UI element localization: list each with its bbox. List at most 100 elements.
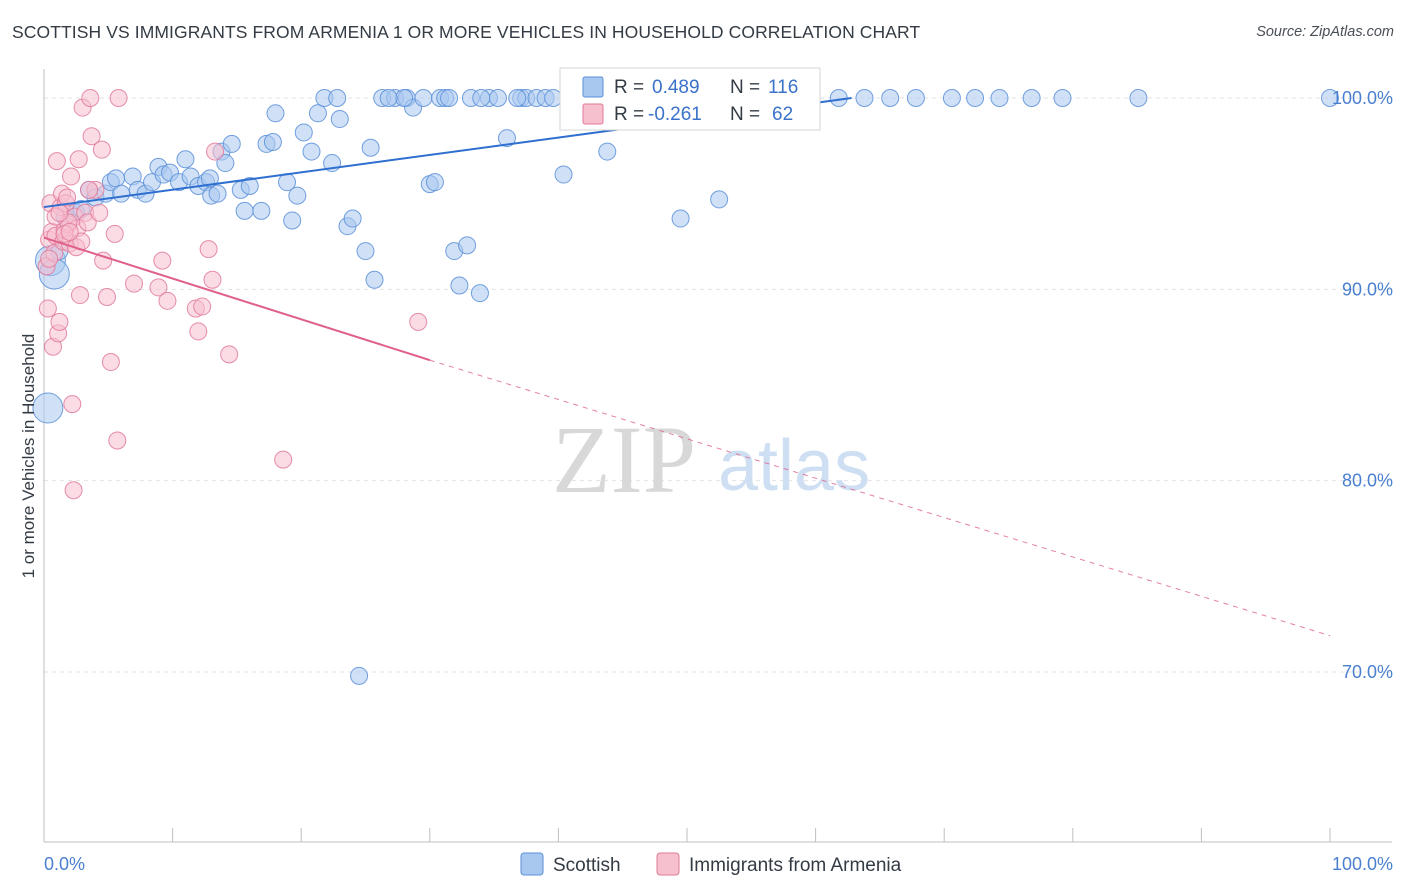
armenia-point — [409, 312, 428, 331]
legend-r-label-scottish: R = — [614, 77, 644, 98]
scottish-point — [855, 89, 874, 107]
scottish-point — [554, 165, 573, 184]
armenia-point — [62, 167, 81, 186]
scottish-point — [330, 110, 349, 129]
armenia-point — [78, 213, 97, 232]
scottish-point — [508, 89, 527, 107]
x-tick-label: 100.0% — [1332, 854, 1393, 874]
scottish-point — [598, 142, 617, 161]
legend-swatch-scottish — [582, 76, 604, 98]
scottish-point — [1321, 89, 1339, 107]
armenia-point — [108, 431, 127, 450]
scottish-point — [1053, 89, 1072, 107]
scottish-point — [990, 89, 1009, 107]
bottom-legend-label-armenia: Immigrants from Armenia — [689, 855, 902, 876]
scottish-point — [208, 184, 227, 203]
armenia-point — [101, 353, 120, 372]
armenia-point — [274, 450, 293, 469]
armenia-point — [149, 278, 168, 297]
scottish-point — [302, 142, 321, 161]
scottish-point — [395, 89, 414, 107]
armenia-point — [40, 249, 59, 268]
scottish-point — [235, 201, 254, 220]
chart-title: SCOTTISH VS IMMIGRANTS FROM ARMENIA 1 OR… — [12, 22, 921, 42]
scottish-point — [710, 190, 729, 209]
armenia-point — [71, 286, 90, 305]
scottish-point — [544, 89, 563, 107]
armenia-point — [69, 150, 88, 169]
armenia-point — [220, 345, 239, 364]
armenia-point — [105, 224, 124, 243]
bottom-legend-label-scottish: Scottish — [553, 855, 621, 876]
bottom-legend-swatch-scottish — [520, 852, 544, 876]
scottish-point — [450, 276, 469, 295]
scottish-point — [356, 242, 375, 261]
armenia-point — [98, 287, 117, 306]
scottish-point — [671, 209, 690, 228]
armenia-point — [47, 152, 66, 171]
bottom-legend: Scottish Immigrants from Armenia — [520, 852, 902, 876]
y-tick-label: 80.0% — [1342, 471, 1393, 491]
scottish-point — [458, 236, 477, 255]
armenia-point — [80, 180, 99, 199]
legend-n-value-scottish: 116 — [768, 77, 798, 98]
scottish-point — [350, 666, 369, 685]
armenia-point — [158, 291, 177, 310]
scottish-point — [283, 211, 302, 230]
stats-legend: R = 0.489 N = 116 R = -0.261 N = 62 — [559, 67, 821, 131]
legend-n-label-scottish: N = — [730, 77, 760, 98]
armenia-point — [58, 188, 77, 207]
scottish-point — [112, 184, 131, 203]
scottish-point — [966, 89, 985, 107]
armenia-point — [60, 222, 79, 241]
armenia-point — [92, 140, 111, 159]
legend-r-value-armenia: -0.261 — [648, 104, 702, 125]
scottish-point — [425, 173, 444, 192]
scottish-point — [308, 104, 327, 123]
y-tick-label: 90.0% — [1342, 279, 1393, 299]
scottish-point — [472, 89, 491, 107]
scottish-point — [176, 150, 195, 169]
bottom-legend-swatch-armenia — [656, 852, 680, 876]
x-tick-label: 0.0% — [44, 854, 85, 874]
scottish-point — [379, 89, 398, 107]
armenia-point — [90, 203, 109, 222]
scottish-point — [361, 138, 380, 157]
scottish-point — [488, 89, 507, 107]
armenia-point — [193, 297, 212, 316]
legend-swatch-armenia — [582, 103, 604, 125]
y-tick-labels: 100.0% 90.0% 80.0% 70.0% — [1332, 88, 1393, 682]
armenia-point — [38, 299, 57, 318]
armenia-point — [203, 270, 222, 289]
armenia-point — [50, 312, 69, 331]
armenia-points — [37, 89, 428, 500]
scottish-point — [222, 134, 241, 153]
watermark-atlas: atlas — [718, 426, 870, 506]
scottish-points — [32, 89, 1339, 685]
armenia-point — [153, 251, 172, 270]
armenia-trend-extension — [429, 359, 1331, 637]
scottish-point — [497, 129, 516, 148]
scottish-point — [294, 123, 313, 142]
scottish-point — [906, 89, 925, 107]
scottish-point — [440, 89, 459, 107]
y-tick-label: 70.0% — [1342, 662, 1393, 682]
scottish-point — [343, 209, 362, 228]
scottish-point — [328, 89, 347, 107]
scottish-point — [365, 270, 384, 289]
axes — [43, 69, 1392, 843]
legend-r-label-armenia: R = — [614, 104, 644, 125]
legend-n-label-armenia: N = — [730, 104, 760, 125]
scottish-point — [263, 133, 282, 152]
source-credit: Source: ZipAtlas.com — [1256, 24, 1394, 40]
scottish-point — [881, 89, 900, 107]
armenia-point — [50, 203, 69, 222]
armenia-point — [199, 240, 218, 259]
scottish-point — [942, 89, 961, 107]
armenia-point — [81, 89, 100, 107]
scottish-point — [470, 284, 489, 303]
armenia-point — [63, 395, 82, 414]
armenia-point — [64, 481, 83, 500]
x-tick-labels: 0.0% 100.0% — [44, 854, 1393, 874]
